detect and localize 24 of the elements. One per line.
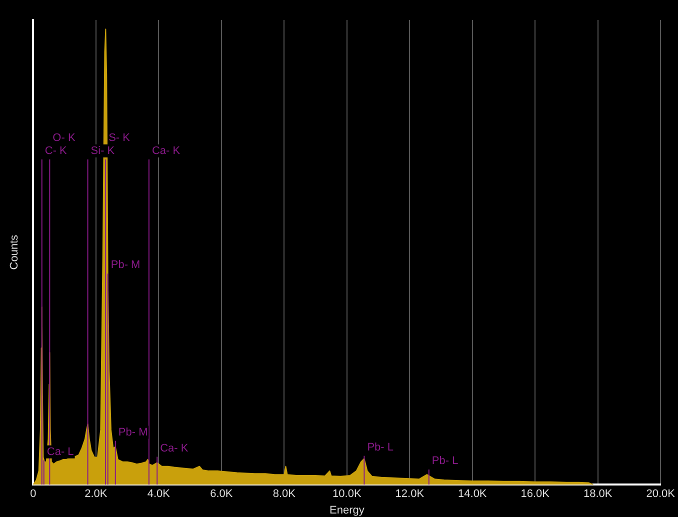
annotation: Pb- L — [432, 455, 458, 468]
annotation: Pb- M — [118, 426, 148, 438]
ref-line-label: C- K — [44, 144, 68, 157]
annotation: Pb- L — [367, 441, 394, 454]
x-tick-label: 4.0K — [147, 488, 171, 500]
annotation: Pb- M — [110, 259, 140, 272]
annotation: Ca- L — [46, 446, 74, 458]
x-tick-label: 12.0K — [395, 488, 425, 500]
x-tick-label: 8.0K — [272, 488, 296, 500]
x-tick-label: 0 — [30, 488, 36, 500]
x-tick-label: 10.0K — [332, 488, 362, 500]
x-tick-label: 6.0K — [210, 488, 234, 500]
y-axis-title: Counts — [8, 234, 21, 270]
ref-line-label: Si- K — [90, 144, 116, 157]
ref-line-label: Ca- K — [152, 144, 181, 157]
ref-line-label: S- K — [108, 132, 131, 144]
ref-line-label: O- K — [52, 132, 76, 144]
annotation: Ca- K — [160, 442, 189, 454]
x-tick-label: 2.0K — [84, 488, 108, 500]
x-tick-label: 16.0K — [520, 488, 550, 500]
x-tick-label: 20.0K — [646, 488, 676, 500]
x-axis-title: Energy — [329, 504, 365, 516]
x-tick-label: 14.0K — [458, 488, 488, 500]
x-tick-label: 18.0K — [584, 488, 613, 500]
